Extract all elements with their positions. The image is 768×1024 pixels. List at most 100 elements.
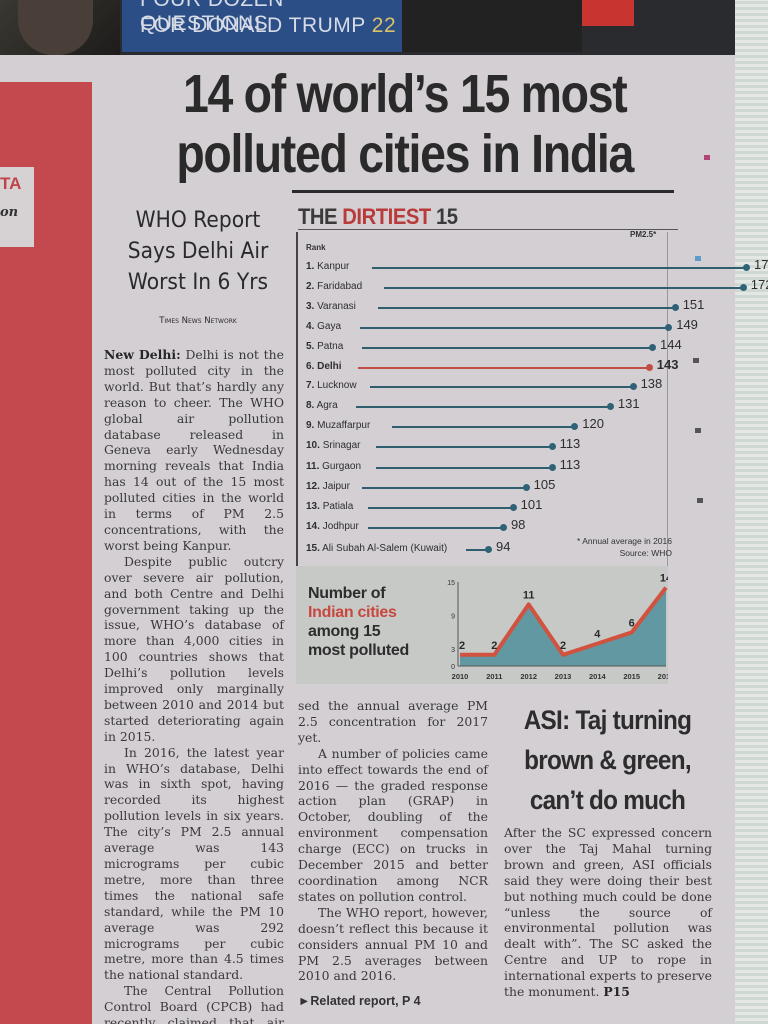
sidebar-page-ref[interactable]: P15: [603, 984, 630, 1000]
chart-row: 6. Delhi 143: [306, 357, 678, 375]
city-label: 1. Kanpur: [306, 261, 350, 272]
pm25-value: 101: [520, 497, 543, 512]
svg-text:11: 11: [523, 589, 535, 601]
subheadline: WHO Report Says Delhi Air Worst In 6 Yrs: [115, 205, 281, 298]
value-dot: [485, 546, 492, 553]
value-line: [362, 487, 526, 489]
value-dot: [522, 484, 530, 491]
city-label: 3. Varanasi: [306, 301, 356, 312]
value-line: [392, 426, 575, 428]
value-line: [368, 527, 503, 529]
svg-text:2: 2: [560, 640, 566, 652]
subheadline-line: WHO Report: [135, 208, 261, 233]
registration-mark: [697, 498, 703, 503]
value-dot: [743, 264, 750, 271]
teaser-box[interactable]: FOUR DOZEN QUESTIONS FOR DONALD TRUMP 22: [122, 0, 402, 52]
registration-mark: [695, 428, 701, 433]
value-line: [466, 549, 488, 551]
value-line: [378, 307, 675, 309]
chart-footnote: * Annual average in 2016 Source: WHO: [570, 535, 672, 559]
article-paragraph: A number of policies came into effect to…: [298, 745, 488, 904]
chart-row: 8. Agra 131: [306, 396, 666, 414]
teaser-line-2: FOR DONALD TRUMP 22: [140, 14, 397, 37]
svg-text:2: 2: [491, 640, 497, 652]
value-dot: [499, 524, 507, 531]
teaser-red-block: [582, 0, 634, 26]
value-line: [368, 507, 513, 509]
registration-mark: [695, 256, 701, 261]
dateline: New Delhi:: [104, 347, 181, 362]
svg-text:2010: 2010: [452, 672, 469, 681]
subheadline-line: Worst In 6 Yrs: [127, 270, 269, 295]
pm25-value: 113: [559, 457, 581, 472]
svg-text:9: 9: [451, 614, 455, 621]
subheadline-line: Says Delhi Air: [127, 239, 269, 264]
pm25-value: 143: [656, 357, 679, 372]
footnote-text: * Annual average in 2016: [577, 536, 672, 546]
value-line: [358, 367, 649, 369]
pm25-value: 144: [660, 337, 682, 352]
svg-text:14: 14: [660, 573, 668, 585]
teaser-page-number: 22: [371, 14, 397, 37]
city-label: 11. Gurgaon: [306, 461, 362, 472]
article-paragraph: Despite public outcry over severe air po…: [104, 553, 284, 744]
article-paragraph: The Central Pollution Control Board (CPC…: [104, 983, 284, 1024]
value-dot: [571, 423, 579, 430]
pm25-value: 98: [510, 517, 526, 532]
source-text: Source: WHO: [619, 548, 672, 558]
chart-row: 10. Srinagar 113: [306, 436, 666, 454]
trend-chart-label: Number of Indian cities among 15 most po…: [308, 585, 409, 659]
svg-text:2011: 2011: [486, 672, 502, 681]
chart-row: 12. Jaipur 105: [306, 477, 666, 495]
svg-text:2014: 2014: [589, 672, 607, 681]
indian-cities-trend-chart: Number of Indian cities among 15 most po…: [296, 566, 668, 684]
byline: Times News Network: [159, 316, 237, 326]
top-divider: [657, 0, 661, 22]
svg-text:2012: 2012: [520, 672, 537, 681]
svg-text:2015: 2015: [623, 672, 640, 681]
value-line: [376, 467, 552, 469]
article-paragraph: In 2016, the latest year in WHO’s databa…: [104, 744, 284, 983]
trend-area-plot: 0 3 9 15 2010 2011 2012 2013 2014 2015 2016 2 2 11 2 4 6…: [447, 573, 668, 681]
city-label: 7. Lucknow: [306, 380, 357, 391]
chart-row: 5. Patna 144: [306, 337, 682, 355]
chart-row: 11. Gurgaon 113: [306, 457, 666, 475]
svg-text:2016: 2016: [658, 672, 668, 681]
pm25-value: 120: [582, 416, 604, 431]
pm25-value: 105: [533, 477, 556, 492]
teaser-photo-2: [402, 0, 582, 52]
chart-row: 15. Ali Subah Al-Salem (Kuwait) 94: [306, 539, 666, 557]
value-dot: [509, 504, 517, 511]
value-dot: [671, 304, 679, 311]
svg-text:2013: 2013: [555, 672, 572, 681]
article-column-2: sed the annual average PM 2.5 concentrat…: [298, 698, 488, 1010]
pm25-value: 94: [496, 539, 511, 554]
pm25-value: 151: [682, 297, 705, 312]
headline-rule: [292, 190, 674, 193]
value-dot: [665, 324, 673, 331]
article-paragraph: New Delhi: Delhi is not the most pollute…: [104, 347, 284, 553]
dirtiest-15-chart: THE DIRTIEST 15 Rank PM2.5* 1. Kanpur 173…: [294, 204, 768, 694]
left-red-panel: TA on: [0, 82, 92, 1024]
value-line: [376, 446, 552, 448]
value-dot: [629, 383, 637, 390]
svg-text:3: 3: [451, 647, 455, 654]
chart-row: 4. Gaya 149: [306, 317, 698, 335]
chart-row: 14. Jodhpur 98: [306, 517, 666, 535]
value-line: [370, 386, 633, 388]
chart-row: 13. Patiala 101: [306, 497, 666, 515]
city-label: 6. Delhi: [306, 361, 342, 372]
value-dot: [739, 284, 747, 291]
registration-mark: [704, 155, 710, 160]
city-label: 4. Gaya: [306, 321, 342, 332]
city-label: 12. Jaipur: [306, 481, 350, 492]
related-report-link[interactable]: ►Related report, P 4: [298, 994, 421, 1009]
city-label: 10. Srinagar: [306, 440, 361, 451]
city-label: 2. Faridabad: [306, 281, 363, 292]
chart-row: 3. Varanasi 151: [306, 297, 704, 315]
pm25-axis-label: PM2.5*: [630, 230, 657, 239]
pm25-value: 131: [617, 396, 640, 411]
chart-row: 1. Kanpur 173: [306, 257, 768, 275]
city-label: 15. Ali Subah Al-Salem (Kuwait): [306, 543, 448, 554]
article-paragraph: The WHO report, however, doesn’t reflect…: [298, 904, 488, 984]
